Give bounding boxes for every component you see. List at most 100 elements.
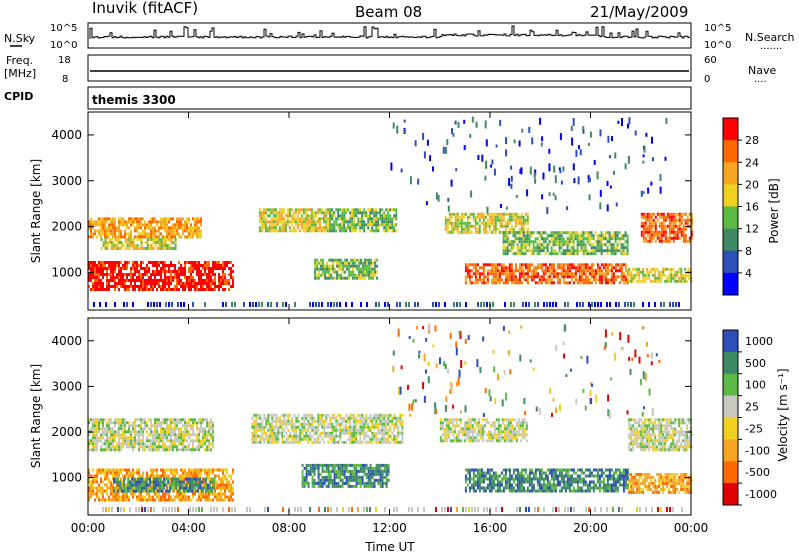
power-cell bbox=[670, 267, 673, 271]
power-cell bbox=[356, 264, 359, 268]
power-cell bbox=[524, 246, 527, 250]
power-cell bbox=[218, 285, 220, 288]
power-cell bbox=[364, 276, 367, 280]
power-cell bbox=[258, 226, 261, 230]
power-cell bbox=[178, 288, 180, 291]
power-cell bbox=[530, 263, 533, 267]
power-speckle-cell bbox=[414, 140, 417, 147]
power-cell bbox=[383, 217, 386, 221]
power-cell bbox=[140, 288, 142, 291]
velocity-cell bbox=[323, 440, 326, 444]
velocity-cell bbox=[178, 486, 180, 490]
power-speckle bbox=[93, 116, 680, 307]
power-cell bbox=[644, 212, 647, 216]
power-cell bbox=[498, 278, 501, 282]
velocity-cell bbox=[112, 436, 114, 440]
power-cell bbox=[306, 220, 309, 224]
power-cell bbox=[688, 276, 691, 280]
power-cell bbox=[366, 267, 369, 271]
power-cell bbox=[94, 270, 96, 273]
velocity-cell bbox=[309, 413, 312, 417]
velocity-cell bbox=[291, 437, 294, 441]
power-cell bbox=[506, 266, 509, 270]
power-speckle-cell bbox=[477, 155, 480, 160]
power-cell bbox=[200, 229, 202, 233]
velocity-cell bbox=[321, 422, 324, 426]
power-cell bbox=[664, 267, 667, 271]
power-cell bbox=[274, 229, 277, 233]
power-cell bbox=[580, 266, 583, 270]
power-cell bbox=[320, 208, 323, 212]
power-cell bbox=[120, 217, 122, 221]
power-cell bbox=[140, 244, 143, 247]
power-near-range-cell bbox=[270, 302, 272, 307]
power-cell bbox=[532, 240, 535, 244]
velocity-cell bbox=[177, 489, 180, 493]
power-cell bbox=[300, 217, 303, 221]
velocity-cell bbox=[144, 418, 146, 422]
power-cell bbox=[341, 208, 344, 212]
velocity-cell bbox=[305, 437, 308, 441]
velocity-cell bbox=[226, 480, 228, 484]
velocity-cell bbox=[186, 471, 188, 475]
power-cell bbox=[336, 258, 339, 262]
power-near-range-cell bbox=[513, 302, 515, 307]
velocity-cell bbox=[152, 471, 154, 475]
velocity-cell bbox=[192, 471, 194, 475]
velocity-cell bbox=[114, 430, 116, 434]
power-cell bbox=[534, 266, 537, 270]
power-speckle-cell bbox=[588, 142, 590, 146]
power-cell bbox=[232, 282, 234, 285]
power-cell bbox=[506, 278, 509, 282]
power-cell bbox=[556, 281, 559, 285]
velocity-cell bbox=[297, 416, 300, 420]
velocity-cell bbox=[155, 477, 158, 481]
velocity-cell bbox=[176, 448, 178, 452]
power-cell bbox=[168, 264, 170, 267]
power-cell bbox=[476, 278, 479, 282]
power-cell bbox=[562, 243, 565, 247]
velocity-cell bbox=[140, 418, 142, 422]
velocity-cell bbox=[325, 434, 328, 438]
velocity-cell bbox=[212, 436, 214, 440]
power-cell bbox=[566, 266, 569, 270]
power-cell bbox=[614, 252, 617, 256]
velocity-cell bbox=[176, 471, 178, 475]
velocity-cell bbox=[208, 421, 210, 425]
power-cell bbox=[472, 224, 475, 228]
power-cell bbox=[332, 276, 335, 280]
velocity-cell bbox=[110, 427, 112, 431]
power-near-range-cell bbox=[285, 302, 287, 307]
power-cell bbox=[170, 217, 172, 221]
power-cell bbox=[554, 240, 557, 244]
power-cell bbox=[336, 261, 339, 265]
power-cell bbox=[690, 215, 693, 219]
velocity-cell bbox=[275, 434, 278, 438]
power-cell bbox=[614, 269, 617, 273]
velocity-cell bbox=[160, 430, 162, 434]
power-cell bbox=[536, 249, 539, 253]
power-speckle-cell bbox=[493, 168, 496, 176]
power-cell bbox=[568, 272, 571, 276]
power-cell bbox=[564, 281, 567, 285]
velocity-cell bbox=[188, 424, 190, 428]
power-cell bbox=[92, 264, 94, 267]
velocity-cell bbox=[108, 445, 110, 449]
power-cell bbox=[550, 272, 553, 276]
velocity-cell bbox=[189, 483, 192, 487]
power-cell bbox=[672, 239, 675, 243]
power-cell bbox=[614, 246, 617, 250]
power-cell bbox=[518, 246, 521, 250]
power-cell bbox=[284, 226, 287, 230]
velocity-cell bbox=[214, 489, 216, 493]
power-cell bbox=[184, 226, 186, 230]
freq-tick-bottom: 8 bbox=[62, 74, 68, 85]
power-cell bbox=[88, 276, 90, 279]
power-cell bbox=[524, 243, 527, 247]
power-cell bbox=[174, 238, 177, 241]
power-cell bbox=[196, 235, 198, 239]
velocity-cell bbox=[138, 436, 140, 440]
power-near-range-cell bbox=[234, 302, 236, 307]
velocity-cell bbox=[126, 439, 128, 443]
velocity-cell bbox=[156, 433, 158, 437]
